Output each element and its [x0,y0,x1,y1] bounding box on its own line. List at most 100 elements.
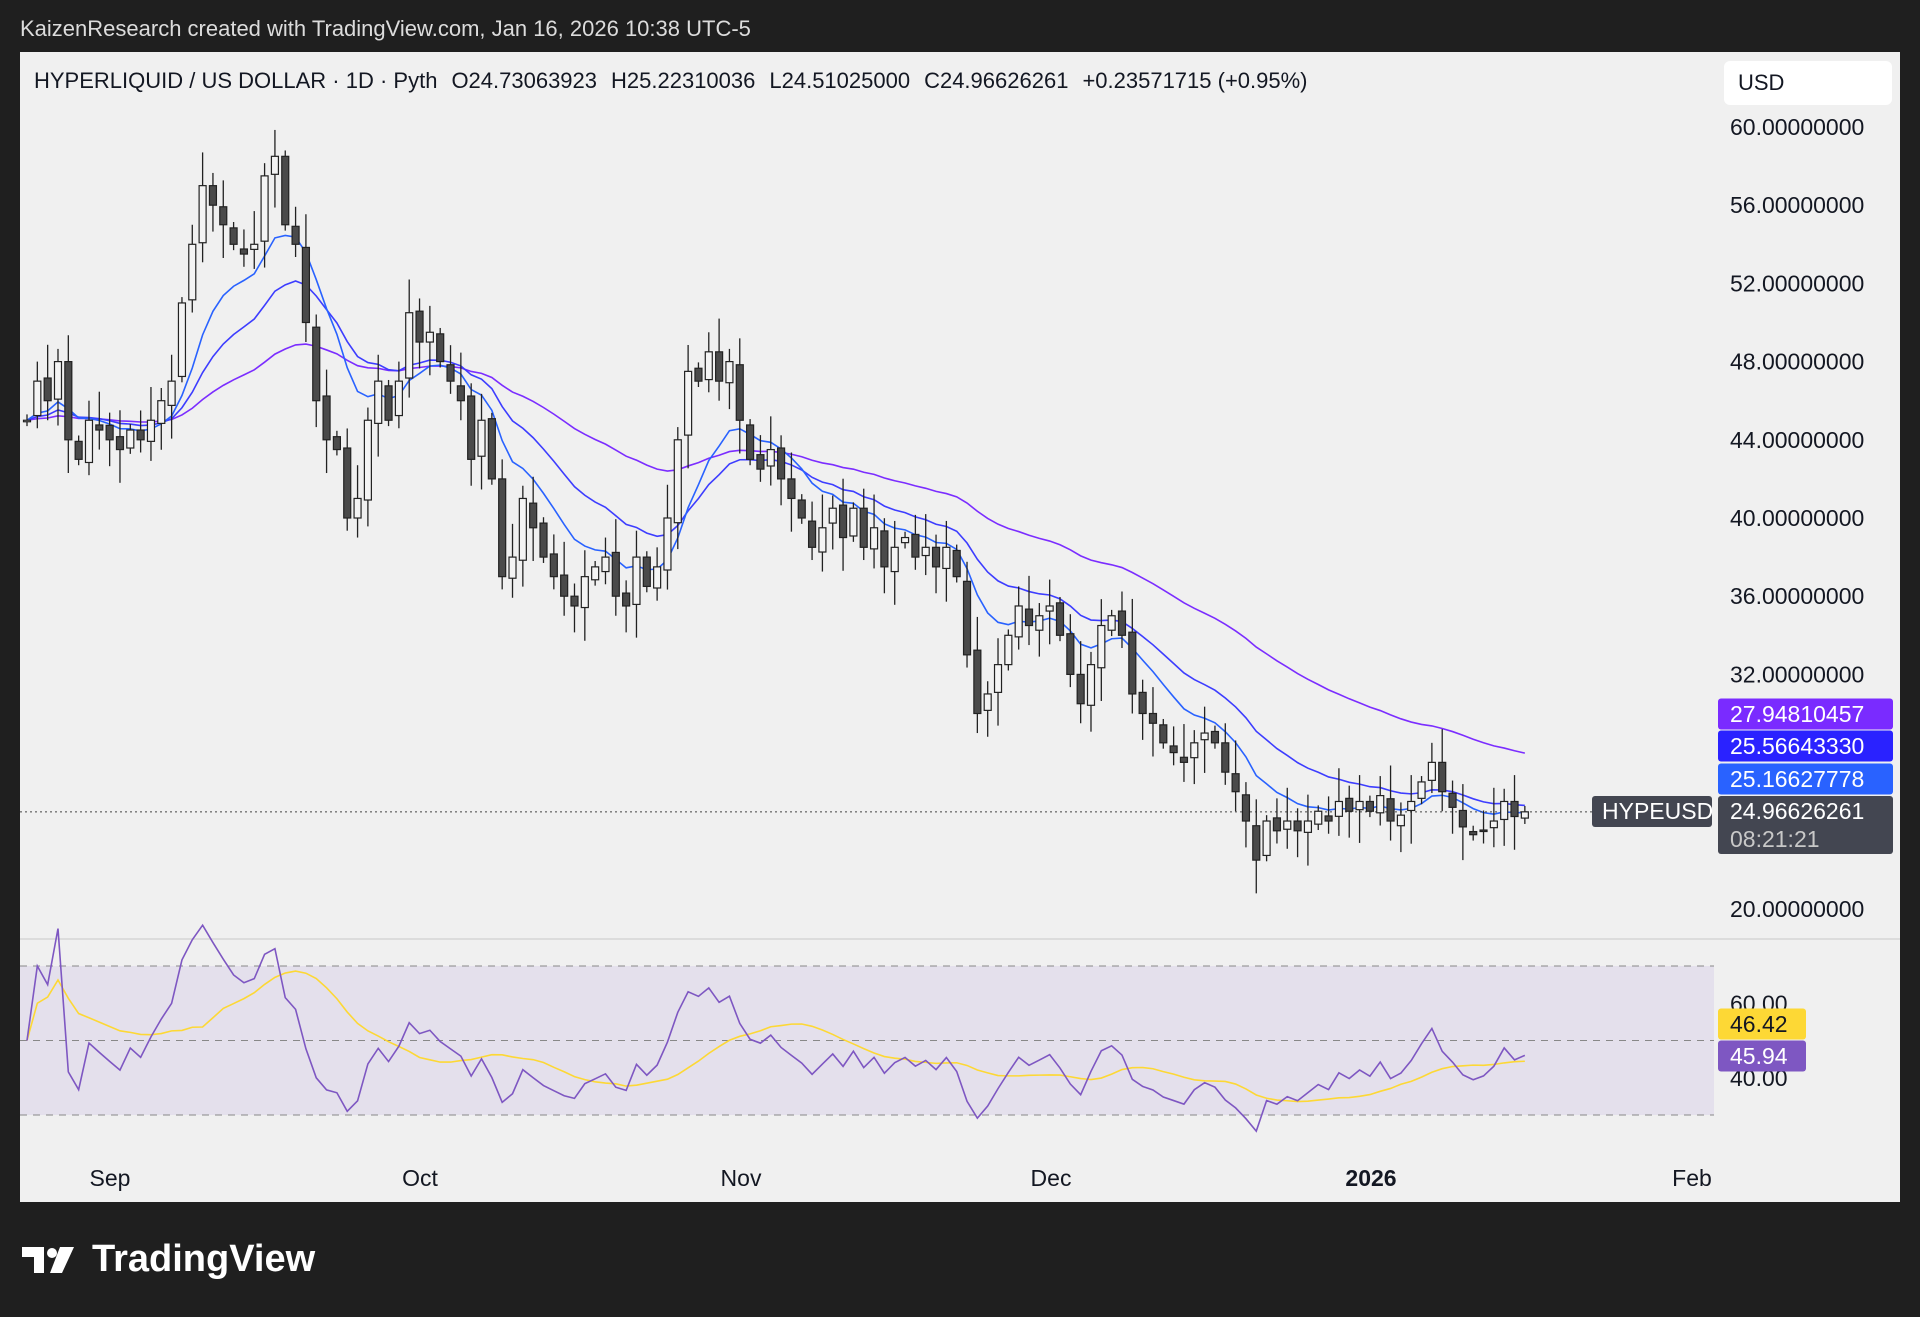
currency-button[interactable]: USD [1724,61,1892,105]
price-tick-label: 60.00000000 [1730,114,1864,140]
candle-up [1427,761,1436,781]
candle-down [1386,798,1395,822]
candle-up [673,439,682,524]
candle-up [1004,634,1013,666]
symbol-tag-bg [1592,796,1712,827]
change-value: +0.23571715 (+0.95%) [1082,68,1308,93]
symbol-title[interactable]: HYPERLIQUID / US DOLLAR · 1D · Pyth [34,68,438,93]
price-tick-label: 40.00000000 [1730,505,1864,531]
ohlc-legend: HYPERLIQUID / US DOLLAR · 1D · Pyth O24.7… [34,68,1322,94]
time-tick-label: Dec [1031,1165,1072,1191]
candle-up [580,576,589,609]
logo-text: TradingView [92,1238,316,1280]
candle-down [136,429,145,441]
candle-down [1438,761,1447,793]
candle-down [74,440,83,460]
ema-mid-tag: 25.56643330 [1730,733,1864,759]
time-tick-label: Nov [721,1165,762,1191]
tradingview-logo[interactable]: TradingView [22,1238,315,1281]
rsi-value-tag-bg [1718,1040,1806,1072]
candle-up [33,380,42,417]
candle-up [405,312,414,379]
candle-down [1252,825,1261,861]
candle-up [1086,664,1096,706]
low-value: L24.51025000 [769,68,911,93]
candle-down [1169,745,1178,754]
candle-down [219,206,228,226]
candle-up [1262,820,1271,857]
candle-down [911,533,920,558]
candle-up [1200,732,1209,741]
candle-down [539,522,548,558]
candle-down [973,649,982,715]
candle-up [818,527,827,553]
candle-down [1128,631,1137,695]
candle-up [1014,605,1023,638]
candle-down [208,185,218,206]
price-tick-label: 36.00000000 [1730,583,1864,609]
price-tick-label: 52.00000000 [1730,270,1864,296]
candle-down [1231,773,1240,793]
candle-down [880,530,889,568]
candle-up [84,419,94,464]
candle-up [177,302,187,378]
candle-up [518,497,527,561]
price-tick-label: 48.00000000 [1730,349,1864,375]
candle-down [239,248,249,255]
candle-down [735,364,744,421]
candle-down [43,377,52,402]
ema-fast-tag-bg [1718,763,1893,795]
candle-down [1469,830,1478,836]
candle-down [1458,809,1467,828]
candle-down [64,361,73,441]
candle-up [869,527,879,550]
ema-mid-tag-bg [1718,730,1893,762]
candle-down [787,478,796,500]
candle-up [942,546,951,570]
candle-down [838,504,848,539]
candle-up [1500,800,1509,821]
ema-line-20 [26,280,1525,807]
candle-down [281,155,290,226]
candle-down [1272,817,1282,832]
price-tick-label: 56.00000000 [1730,192,1864,218]
candle-up [890,546,899,573]
candle-down [642,556,651,588]
candle-up [1035,615,1044,631]
candle-down [560,574,569,597]
candle-up [477,419,486,457]
candle-up [1303,820,1313,833]
open-value: O24.73063923 [451,68,598,93]
candle-up [363,419,372,501]
candle-down [745,424,755,460]
candle-up [684,370,693,436]
candle-down [436,333,445,363]
candle-down [1479,829,1488,833]
ema-line-10 [26,234,1525,815]
candle-up [663,517,672,571]
rsi-ma-line [26,970,1525,1103]
candle-down [797,499,806,519]
price-tick-label: 20.00000000 [1730,896,1864,922]
candle-up [921,546,930,557]
candle-down [291,225,300,245]
candle-up [983,693,992,711]
candle-up [766,448,775,467]
candle-up [425,331,434,343]
candle-down [807,520,817,548]
chart-credit: KaizenResearch created with TradingView.… [20,16,751,41]
candle-down [105,424,114,441]
candle-up [508,556,517,579]
candle-down [301,246,311,324]
rsi-value-tag: 45.94 [1730,1043,1788,1069]
candle-up [157,400,166,424]
candle-up [1489,820,1498,829]
candle-down [570,595,579,607]
candle-down [384,385,393,421]
candle-up [1376,795,1385,814]
candle-down [1345,797,1354,812]
candle-up [653,566,662,589]
candle-down [322,395,331,441]
candle-up [993,664,1003,693]
